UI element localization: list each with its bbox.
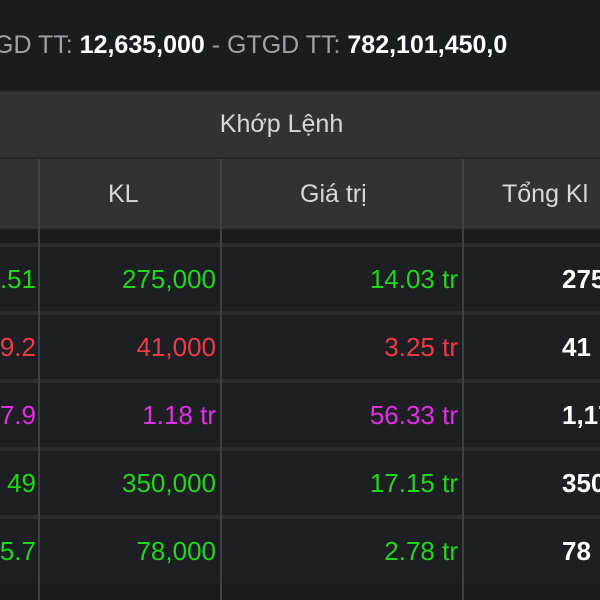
table-body: .51 275,000 14.03 tr 275 9.2 41,000 3.25 tr 41 7… — [0, 243, 600, 600]
row-separator — [0, 447, 600, 451]
total-volume-value: 12,635,000 — [79, 31, 205, 59]
table-row[interactable]: 7.9 1.18 tr 56.33 tr 1,170 — [0, 383, 600, 447]
column-header-volume[interactable]: KL — [108, 180, 139, 208]
column-header-value[interactable]: Giá trị — [300, 180, 367, 208]
total-value-value: 782,101,450,0 — [347, 31, 508, 59]
volume-cell: 350,000 — [122, 468, 216, 498]
row-separator — [0, 515, 600, 519]
column-divider — [462, 159, 464, 600]
price-cell: 49 — [7, 468, 36, 498]
value-cell: 2.78 tr — [384, 536, 458, 566]
column-divider — [220, 159, 222, 600]
price-cell: 9.2 — [0, 332, 36, 362]
table-row[interactable]: 9.2 41,000 3.25 tr 41 — [0, 315, 600, 379]
row-separator — [0, 243, 600, 247]
group-header: Khớp Lệnh — [0, 91, 600, 159]
value-cell: 3.25 tr — [384, 332, 458, 362]
volume-cell: 41,000 — [136, 332, 216, 362]
column-divider — [38, 159, 40, 600]
matched-orders-title: Khớp Lệnh — [219, 110, 344, 138]
total-volume-cell: 1,170 — [562, 400, 600, 430]
row-separator — [0, 311, 600, 315]
volume-cell: 275,000 — [122, 264, 216, 294]
trading-summary: GD TT: 12,635,000 - GTGD TT: 782,101,450… — [0, 24, 507, 66]
total-volume-cell: 275 — [562, 264, 600, 294]
price-cell: 7.9 — [0, 400, 36, 430]
table-row[interactable]: 49 350,000 17.15 tr 350 — [0, 451, 600, 515]
volume-cell: 1.18 tr — [142, 400, 216, 430]
column-header-price[interactable] — [0, 159, 38, 229]
table-row[interactable]: .51 275,000 14.03 tr 275 — [0, 247, 600, 311]
table-row[interactable]: 5.7 78,000 2.78 tr 78 — [0, 519, 600, 583]
summary-separator: - — [204, 31, 228, 59]
price-cell: .51 — [0, 264, 36, 294]
value-label: GTGD TT: — [227, 31, 348, 59]
row-separator — [0, 379, 600, 383]
price-cell: 5.7 — [0, 536, 36, 566]
column-header-row: KL Giá trị Tổng Kl — [0, 159, 600, 229]
total-volume-cell: 350 — [562, 468, 600, 498]
value-cell: 17.15 tr — [369, 468, 458, 498]
volume-cell: 78,000 — [136, 536, 216, 566]
volume-label: GD TT: — [0, 31, 80, 59]
value-cell: 14.03 tr — [369, 264, 458, 294]
column-header-total-volume[interactable]: Tổng Kl — [502, 180, 589, 208]
total-volume-cell: 78 — [562, 536, 591, 566]
value-cell: 56.33 tr — [369, 400, 458, 430]
total-volume-cell: 41 — [562, 332, 591, 362]
